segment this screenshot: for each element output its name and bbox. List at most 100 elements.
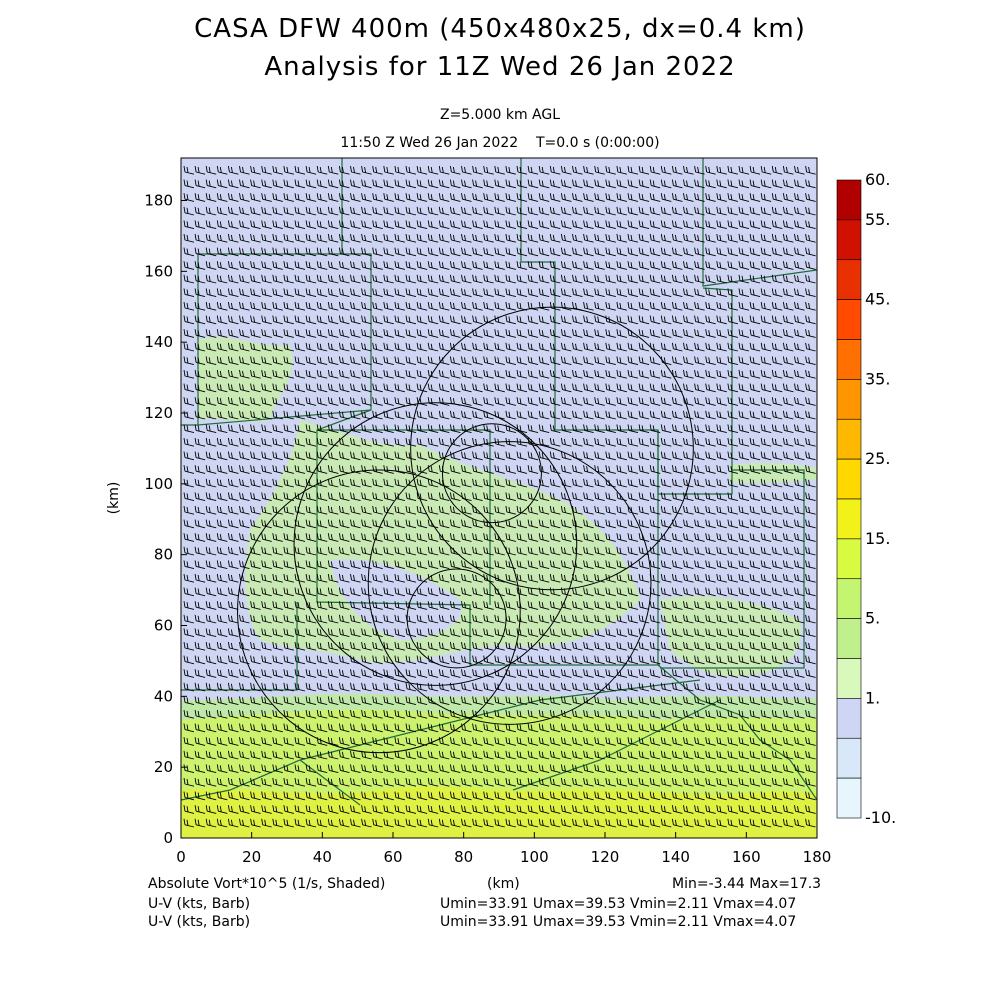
level-label: Z=5.000 km AGL — [439, 107, 561, 123]
wind-barb — [671, 818, 683, 828]
wind-barb — [782, 478, 794, 488]
wind-barb — [516, 723, 528, 733]
wind-barb — [560, 533, 572, 542]
wind-barb — [694, 437, 705, 447]
wind-barb — [805, 478, 816, 488]
wind-barb — [283, 573, 295, 583]
wind-barb — [760, 750, 772, 760]
wind-barb — [683, 601, 694, 610]
wind-barb — [627, 669, 639, 678]
wind-barb — [183, 274, 195, 284]
wind-barb — [605, 573, 616, 583]
wind-barb — [727, 533, 739, 542]
wind-barb — [216, 560, 228, 570]
wind-barb — [649, 614, 661, 624]
wind-barb — [483, 750, 494, 760]
wind-barb — [683, 179, 694, 189]
wind-barb — [483, 451, 494, 461]
wind-barb — [227, 342, 239, 352]
wind-barb — [449, 220, 461, 230]
wind-barb — [294, 573, 306, 583]
wind-barb — [194, 628, 206, 638]
wind-barb — [782, 519, 794, 529]
wind-barb — [794, 465, 805, 474]
wind-barb — [538, 682, 550, 692]
wind-barb — [583, 614, 594, 624]
wind-barb — [594, 791, 605, 801]
wind-barb — [660, 777, 672, 787]
wind-barb — [427, 682, 439, 692]
wind-barb — [361, 288, 372, 298]
wind-barb — [272, 723, 283, 733]
wind-barb — [738, 261, 750, 270]
wind-barb — [472, 519, 483, 529]
wind-barb — [350, 356, 361, 366]
wind-barb — [416, 274, 428, 284]
wind-barb — [183, 519, 195, 529]
wind-barb — [472, 669, 483, 678]
wind-barb — [438, 737, 450, 746]
wind-barb — [716, 709, 727, 719]
wind-barb — [805, 165, 816, 175]
wind-barb — [216, 356, 228, 366]
wind-barb — [549, 709, 561, 719]
wind-barb — [627, 165, 639, 175]
wind-barb — [239, 261, 250, 270]
wind-barb — [660, 356, 672, 366]
wind-barb — [583, 465, 594, 474]
wind-barb — [350, 533, 361, 542]
wind-barb — [627, 573, 639, 583]
wind-barb — [416, 777, 428, 787]
wind-barb — [494, 369, 505, 379]
wind-barb — [771, 437, 783, 447]
wind-barb — [350, 723, 361, 733]
y-tick-label: 40 — [154, 687, 173, 705]
wind-barb — [638, 791, 650, 801]
wind-barb — [805, 818, 816, 828]
wind-barb — [227, 573, 239, 583]
wind-barb — [316, 709, 328, 719]
wind-barb — [583, 233, 594, 243]
wind-barb — [627, 315, 639, 325]
wind-barb — [505, 696, 517, 706]
wind-barb — [183, 451, 195, 461]
wind-barb — [716, 261, 727, 270]
wind-barb — [472, 301, 483, 311]
wind-barb — [194, 791, 206, 801]
wind-barb — [760, 465, 772, 474]
wind-barb — [771, 478, 783, 488]
wind-barb — [527, 301, 539, 311]
wind-barb — [239, 614, 250, 624]
wind-barb — [361, 628, 372, 638]
wind-barb — [216, 369, 228, 379]
wind-barb — [594, 655, 605, 665]
x-axis: 0 20 40 60 80 100 120 140 160 180 — [176, 832, 831, 866]
wind-barb — [427, 723, 439, 733]
wind-barb — [372, 601, 383, 610]
wind-barb — [383, 397, 394, 406]
wind-barb — [738, 165, 750, 175]
x-tick-label: 180 — [803, 848, 832, 866]
wind-barb — [538, 165, 550, 175]
wind-barb — [383, 723, 394, 733]
wind-barb — [394, 587, 406, 597]
x-axis-label: (km) — [487, 876, 520, 892]
wind-barb — [483, 492, 494, 502]
wind-barb — [494, 247, 505, 257]
wind-barb — [327, 356, 339, 366]
wind-barb — [239, 247, 250, 257]
wind-barb — [438, 465, 450, 474]
wind-barb — [527, 805, 539, 814]
wind-barb — [405, 669, 417, 678]
wind-barb — [738, 369, 750, 379]
wind-barb — [705, 261, 716, 270]
wind-barb — [794, 546, 805, 556]
wind-barb — [250, 709, 261, 719]
radar-range-rings — [237, 306, 694, 754]
wind-barb — [749, 818, 761, 828]
range-ring — [441, 423, 542, 524]
wind-barb — [738, 682, 750, 692]
wind-barb — [749, 750, 761, 760]
wind-barb — [372, 206, 383, 216]
wind-barb — [505, 329, 517, 338]
